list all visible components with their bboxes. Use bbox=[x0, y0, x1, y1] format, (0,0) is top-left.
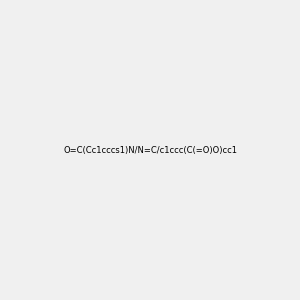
Text: O=C(Cc1cccs1)N/N=C/c1ccc(C(=O)O)cc1: O=C(Cc1cccs1)N/N=C/c1ccc(C(=O)O)cc1 bbox=[63, 146, 237, 154]
